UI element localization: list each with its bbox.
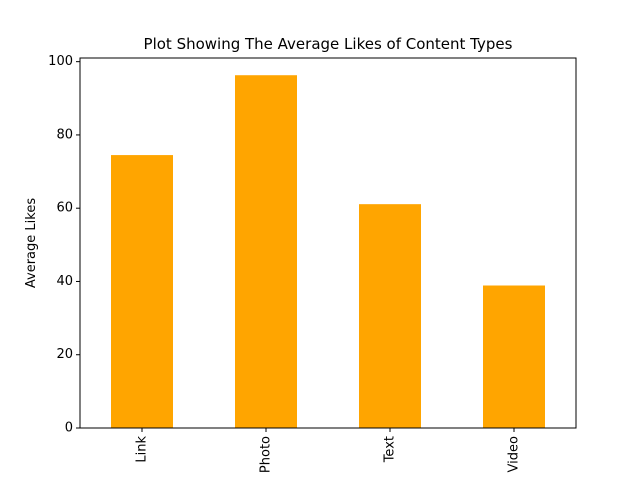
plot-area: Link Photo Text Video 0 20 40 60 80 100 [48, 54, 577, 473]
y-tick-label-0: 0 [65, 421, 73, 436]
y-axis-label: Average Likes [24, 198, 39, 288]
bar-text [359, 204, 421, 428]
y-tick-label-20: 20 [56, 347, 73, 362]
y-tick-label-40: 40 [56, 274, 73, 289]
y-tick-label-60: 60 [56, 201, 73, 216]
chart-title: Plot Showing The Average Likes of Conten… [144, 35, 513, 53]
bar-link [111, 155, 173, 428]
y-tick-label-80: 80 [56, 127, 73, 142]
x-tick-label-photo: Photo [259, 436, 274, 473]
x-tick-label-video: Video [507, 436, 522, 472]
bar-photo [235, 75, 297, 428]
x-tick-label-text: Text [383, 436, 398, 463]
x-tick-label-link: Link [135, 436, 150, 463]
plot-frame [79, 57, 577, 429]
bar-video [483, 285, 545, 428]
y-tick-label-100: 100 [48, 54, 73, 69]
